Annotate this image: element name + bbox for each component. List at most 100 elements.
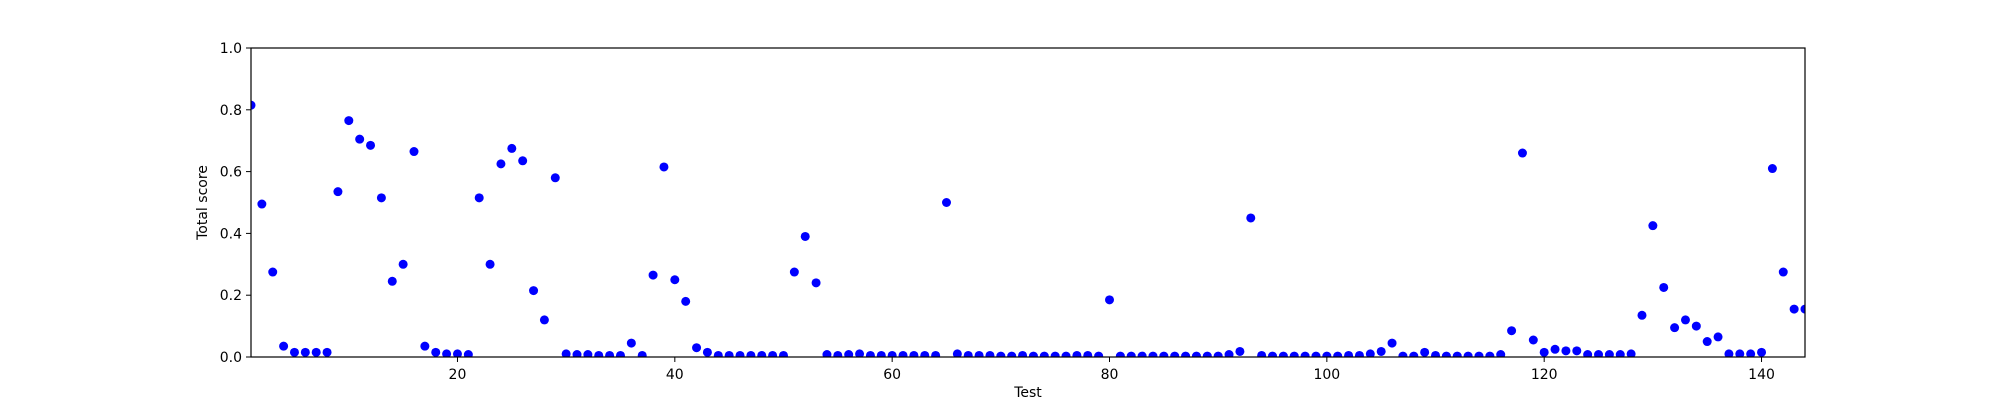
- data-point: [974, 350, 984, 357]
- data-point: [1626, 349, 1636, 357]
- data-point: [1789, 304, 1799, 314]
- data-point: [1463, 351, 1473, 357]
- data-point: [659, 162, 669, 172]
- data-point: [594, 350, 604, 357]
- data-point: [1713, 332, 1723, 342]
- data-point: [442, 349, 452, 357]
- data-point: [1387, 338, 1397, 348]
- data-point: [778, 350, 788, 357]
- data-point: [1376, 346, 1386, 356]
- data-point: [1561, 346, 1571, 356]
- data-point: [474, 193, 484, 203]
- data-point: [1039, 351, 1049, 357]
- data-point: [387, 276, 397, 286]
- data-point: [289, 347, 299, 357]
- data-point: [1181, 351, 1191, 357]
- data-point: [1094, 351, 1104, 357]
- data-point: [626, 338, 636, 348]
- data-point: [463, 350, 473, 357]
- data-point: [550, 173, 560, 183]
- data-point: [268, 267, 278, 277]
- data-point: [1213, 351, 1223, 357]
- data-point: [1474, 351, 1484, 357]
- data-point: [322, 347, 332, 357]
- data-point: [963, 350, 973, 357]
- data-point: [757, 350, 767, 357]
- data-point: [1648, 221, 1658, 231]
- data-point: [1083, 350, 1093, 357]
- data-point: [1594, 350, 1604, 357]
- data-point: [1757, 347, 1767, 357]
- data-point: [398, 259, 408, 269]
- data-point: [1007, 351, 1017, 357]
- data-point: [300, 347, 310, 357]
- data-point: [539, 315, 549, 325]
- data-point: [1572, 346, 1582, 356]
- data-point: [789, 267, 799, 277]
- data-point: [1637, 310, 1647, 320]
- data-point: [355, 134, 365, 144]
- y-tick-label: 1.0: [220, 41, 242, 57]
- data-point: [941, 198, 951, 207]
- data-point: [1735, 349, 1745, 357]
- data-point: [1680, 315, 1690, 325]
- data-point: [1441, 351, 1451, 357]
- data-point: [420, 341, 430, 351]
- data-point: [1431, 350, 1441, 357]
- data-point: [1746, 349, 1756, 357]
- data-point: [1365, 349, 1375, 357]
- y-tick-label: 0.0: [220, 350, 242, 366]
- data-point: [811, 278, 821, 288]
- data-point: [561, 349, 571, 357]
- data-point: [735, 350, 745, 357]
- y-tick-label: 0.8: [220, 103, 242, 119]
- data-point: [1507, 326, 1517, 336]
- data-point: [909, 350, 919, 357]
- data-point: [713, 350, 723, 357]
- data-point: [1202, 351, 1212, 357]
- data-point: [311, 347, 321, 357]
- data-point: [1354, 350, 1364, 357]
- data-point: [1724, 349, 1734, 357]
- data-point: [1018, 350, 1028, 357]
- data-point: [1420, 347, 1430, 357]
- data-point: [648, 270, 658, 280]
- data-point: [822, 350, 832, 357]
- x-tick-label: 120: [1531, 367, 1558, 383]
- data-point: [1126, 351, 1136, 357]
- data-point: [1105, 295, 1115, 305]
- data-point: [1148, 351, 1158, 357]
- x-tick-label: 80: [1101, 367, 1119, 383]
- data-point: [1539, 347, 1549, 357]
- data-point: [333, 187, 343, 197]
- data-point: [1409, 351, 1419, 357]
- data-point: [279, 341, 289, 351]
- data-point: [1115, 351, 1125, 357]
- data-point: [1496, 350, 1506, 357]
- data-point: [583, 350, 593, 357]
- data-point: [518, 156, 528, 166]
- x-tick-label: 20: [449, 367, 467, 383]
- data-point: [344, 116, 354, 126]
- ticks-layer: 20 40 60 80 100 120 140 0.0 0.2 0.4 0.6 0.8 1.0: [220, 41, 1775, 383]
- y-tick-label: 0.2: [220, 288, 242, 304]
- data-point: [1344, 350, 1354, 357]
- data-point: [855, 349, 865, 357]
- data-point: [1278, 351, 1288, 357]
- data-point: [1485, 351, 1495, 357]
- data-point: [1767, 164, 1777, 174]
- data-point: [681, 296, 691, 306]
- data-point: [887, 350, 897, 357]
- data-point: [1550, 344, 1560, 354]
- data-point: [1800, 304, 1805, 314]
- data-point: [1268, 351, 1278, 357]
- data-point: [1604, 350, 1614, 357]
- data-point: [724, 350, 734, 357]
- data-point: [572, 350, 582, 357]
- data-point: [605, 350, 615, 357]
- y-tick-label: 0.6: [220, 165, 242, 181]
- data-point: [1300, 351, 1310, 357]
- data-point: [1257, 350, 1267, 357]
- data-point: [1691, 321, 1701, 331]
